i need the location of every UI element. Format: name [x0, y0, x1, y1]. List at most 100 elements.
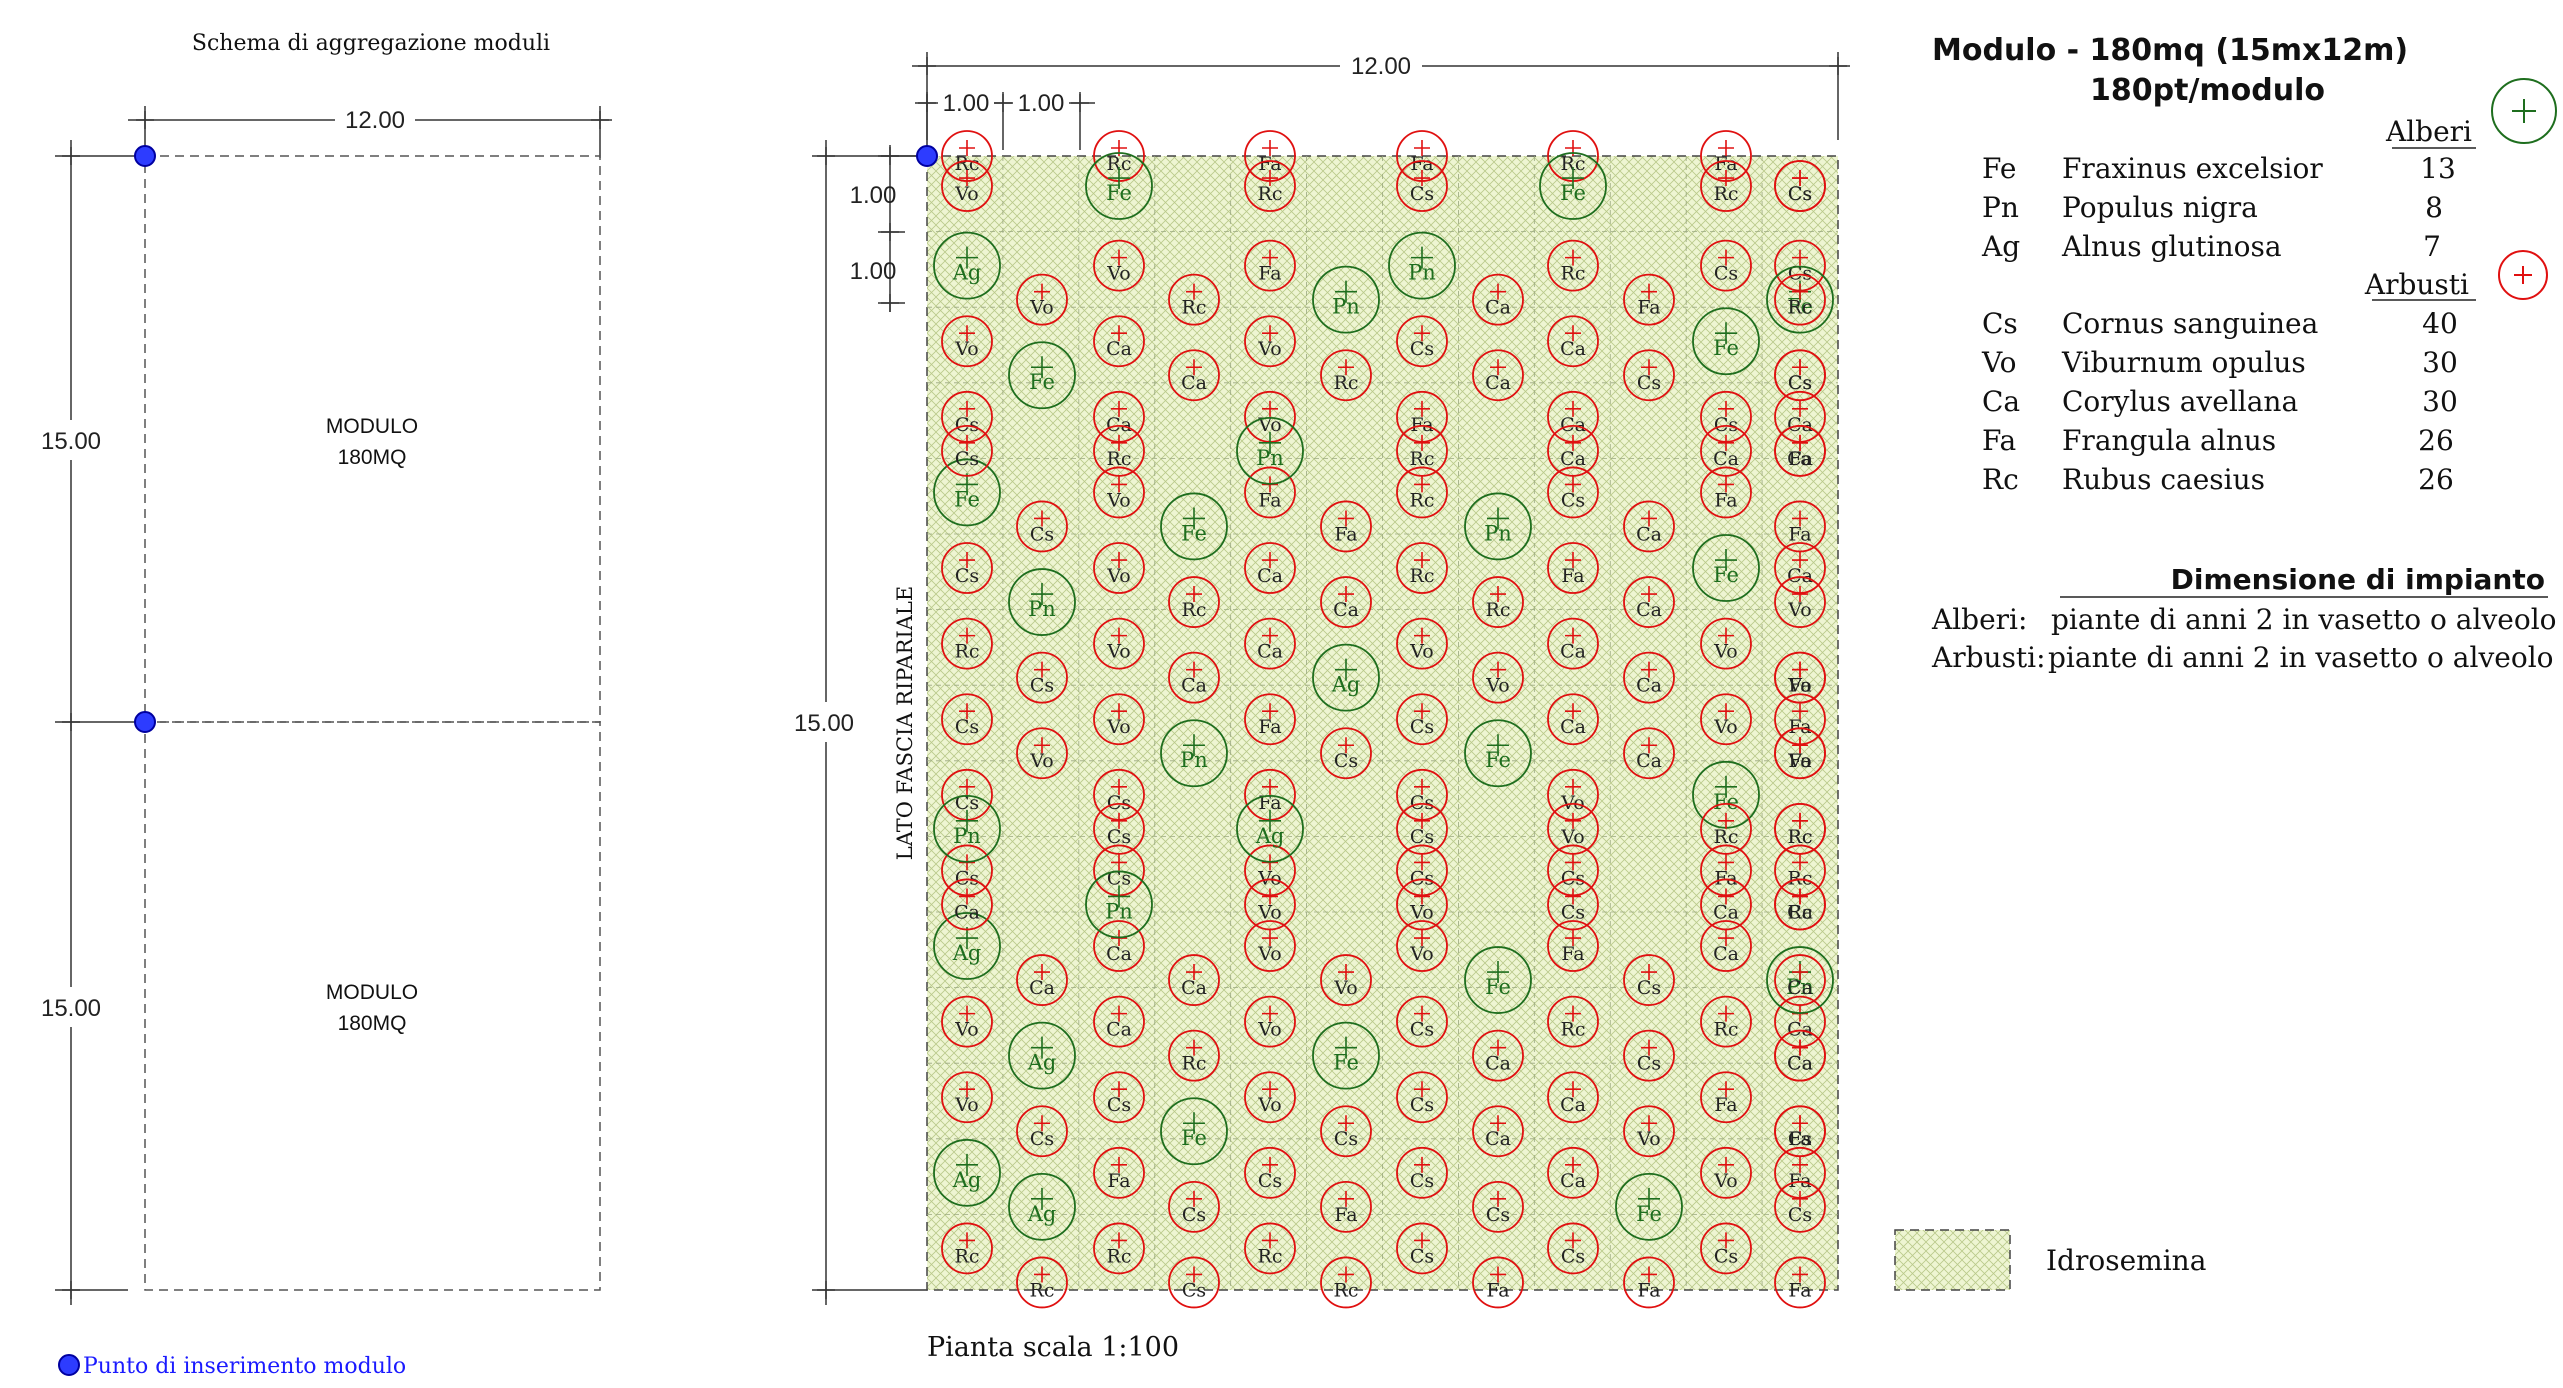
- plant-cross: [1565, 778, 1581, 795]
- plant-code-label: Fe: [1636, 1202, 1662, 1226]
- plant-circle: [1623, 1105, 1675, 1158]
- shrub-symbol: Cs: [1774, 1180, 1826, 1233]
- shrub-symbol: Cs: [1774, 160, 1826, 212]
- plant-cross: [1414, 434, 1430, 451]
- plant-cross: [1641, 1115, 1657, 1132]
- legend-shrub-row: Rc Rubus caesius 26: [1982, 463, 2454, 496]
- plant-code-label: Fe: [1333, 1051, 1359, 1075]
- plant-circle: [1396, 802, 1448, 855]
- plant-cross: [1641, 661, 1657, 678]
- plant-code-label: Ca: [1713, 901, 1739, 923]
- plant-code-label: Vo: [1029, 750, 1053, 772]
- plant-cross: [1792, 283, 1808, 300]
- plant-code-label: Ca: [1787, 414, 1813, 436]
- plan-grid: [927, 156, 1838, 1290]
- plant-cross: [1338, 510, 1354, 527]
- plant-cross: [1262, 1081, 1278, 1098]
- plant-code-label: Vo: [1713, 641, 1737, 663]
- plant-cross: [1414, 476, 1430, 493]
- plant-code-label: Fa: [1258, 489, 1281, 511]
- plant-cross: [1487, 507, 1509, 530]
- plant-circle: [1093, 995, 1145, 1048]
- plant-cross: [1262, 888, 1278, 905]
- plant-circle: [1244, 1071, 1296, 1124]
- plant-cross: [1111, 476, 1127, 493]
- plant-code-label: Vo: [1106, 263, 1130, 285]
- plant-circle: [1700, 693, 1752, 746]
- plant-circle: [1700, 1146, 1752, 1199]
- plant-code-label: Fa: [1410, 414, 1433, 436]
- plant-cross: [1111, 400, 1127, 417]
- plant-cross: [1792, 552, 1808, 569]
- plant-code-label: Vo: [1409, 901, 1433, 923]
- plant-circle: [1774, 727, 1826, 780]
- plant-cross: [1718, 434, 1734, 451]
- plant-circle: [1160, 1097, 1228, 1166]
- shrub-symbol: Ca: [1774, 954, 1826, 1006]
- plant-code-label: Fa: [1788, 1279, 1811, 1301]
- shrub-symbol: Vo: [1093, 466, 1145, 519]
- plant-cross: [1414, 854, 1430, 871]
- plant-code-label: Ca: [1636, 675, 1662, 697]
- plant-code-label: Cs: [1030, 523, 1054, 545]
- shrub-symbol: Cs: [1700, 1222, 1752, 1275]
- plant-cross: [1414, 778, 1430, 795]
- plant-circle: [1093, 1222, 1145, 1275]
- plant-circle: [1168, 1029, 1220, 1082]
- plant-cross: [1183, 1112, 1205, 1135]
- plant-cross: [1338, 964, 1354, 981]
- shrub-symbol: Vo: [941, 160, 993, 212]
- plant-code-label: Fa: [1637, 1279, 1660, 1301]
- legend-count: 40: [2422, 307, 2458, 340]
- plant-code-label: Ca: [1787, 1019, 1813, 1041]
- plant-code-label: Cs: [1107, 867, 1131, 889]
- plant-code-label: Cs: [1410, 1170, 1434, 1192]
- plant-cross: [1259, 431, 1281, 454]
- shrub-symbol: Cs: [1320, 727, 1372, 780]
- plant-circle: [1168, 273, 1220, 326]
- plant-cross: [1792, 1190, 1808, 1207]
- plant-cross: [1414, 930, 1430, 947]
- plant-circle: [1623, 651, 1675, 704]
- plant-code-label: Ag: [1027, 1051, 1057, 1075]
- shrub-symbol: Vo: [1700, 1146, 1752, 1199]
- plant-code-label: Ca: [1485, 297, 1511, 319]
- plant-cross: [1792, 434, 1808, 451]
- shrub-symbol: Vo: [1244, 995, 1296, 1048]
- plant-cross: [956, 927, 978, 950]
- plant-circle: [933, 794, 1001, 863]
- shrub-symbol: Rc: [1700, 995, 1752, 1048]
- plant-code-label: Pn: [1332, 295, 1360, 319]
- plant-circle: [1396, 617, 1448, 670]
- shrub-symbol: Ca: [1472, 1029, 1524, 1082]
- plant-cross: [1335, 1036, 1357, 1059]
- plant-cross: [1718, 854, 1734, 871]
- plant-circle: [1700, 466, 1752, 519]
- plant-code-label: Rc: [1030, 1279, 1055, 1301]
- plant-cross: [1414, 1081, 1430, 1098]
- plant-code-label: Rc: [1486, 599, 1511, 621]
- plant-cross: [1262, 400, 1278, 417]
- plant-circle: [1472, 1256, 1524, 1309]
- plant-code-label: Ca: [1787, 1053, 1813, 1075]
- plant-code-label: Vo: [1257, 943, 1281, 965]
- plant-code-label: Rc: [1410, 565, 1435, 587]
- plant-cross: [1490, 661, 1506, 678]
- plant-cross: [1565, 888, 1581, 905]
- shrub-symbol: Cs: [1774, 349, 1826, 402]
- legend-count: 30: [2422, 346, 2458, 379]
- shrub-symbol: Ca: [941, 878, 993, 931]
- plant-code-label: Fa: [1561, 943, 1584, 965]
- tree-symbol: Fe: [1312, 1021, 1380, 1090]
- plant-code-label: Vo: [1713, 716, 1737, 738]
- legend-size-label: Arbusti:: [1931, 641, 2046, 674]
- plant-code-label: Cs: [955, 565, 979, 587]
- plant-cross: [1490, 283, 1506, 300]
- plant-cross: [1262, 170, 1278, 187]
- shrub-symbol: Fa: [1396, 390, 1448, 443]
- shrub-symbol: Ca: [1244, 617, 1296, 670]
- plant-circle: [1547, 878, 1599, 931]
- schema-width-label: 12.00: [345, 107, 405, 134]
- shrub-symbol: Fa: [1700, 1071, 1752, 1124]
- plant-code-label: Cs: [1788, 263, 1812, 285]
